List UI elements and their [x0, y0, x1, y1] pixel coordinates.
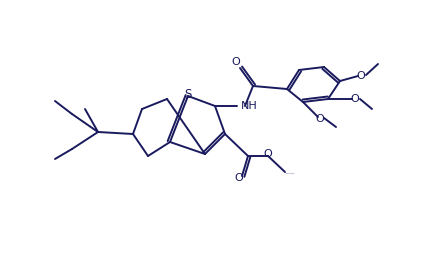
- Text: S: S: [184, 88, 192, 101]
- Text: O: O: [357, 71, 366, 81]
- Text: O: O: [235, 173, 243, 183]
- Text: methyl stub: methyl stub: [286, 172, 294, 174]
- Text: O: O: [264, 149, 273, 159]
- Text: O: O: [316, 114, 325, 124]
- Text: O: O: [351, 94, 359, 104]
- Text: O: O: [232, 57, 240, 67]
- Text: NH: NH: [241, 101, 258, 111]
